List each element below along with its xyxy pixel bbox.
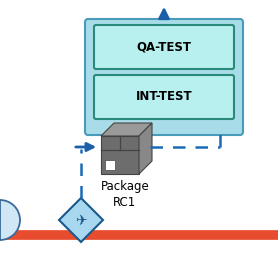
FancyBboxPatch shape	[85, 19, 243, 135]
Text: INT-TEST: INT-TEST	[136, 91, 192, 104]
Polygon shape	[59, 198, 103, 242]
Polygon shape	[101, 136, 139, 174]
Polygon shape	[101, 123, 152, 136]
Wedge shape	[0, 200, 20, 240]
Text: ✈: ✈	[75, 213, 87, 227]
Text: Package
RC1: Package RC1	[101, 180, 149, 209]
FancyBboxPatch shape	[105, 160, 115, 170]
Polygon shape	[139, 123, 152, 174]
FancyBboxPatch shape	[94, 25, 234, 69]
FancyBboxPatch shape	[94, 75, 234, 119]
Text: QA-TEST: QA-TEST	[136, 41, 192, 53]
